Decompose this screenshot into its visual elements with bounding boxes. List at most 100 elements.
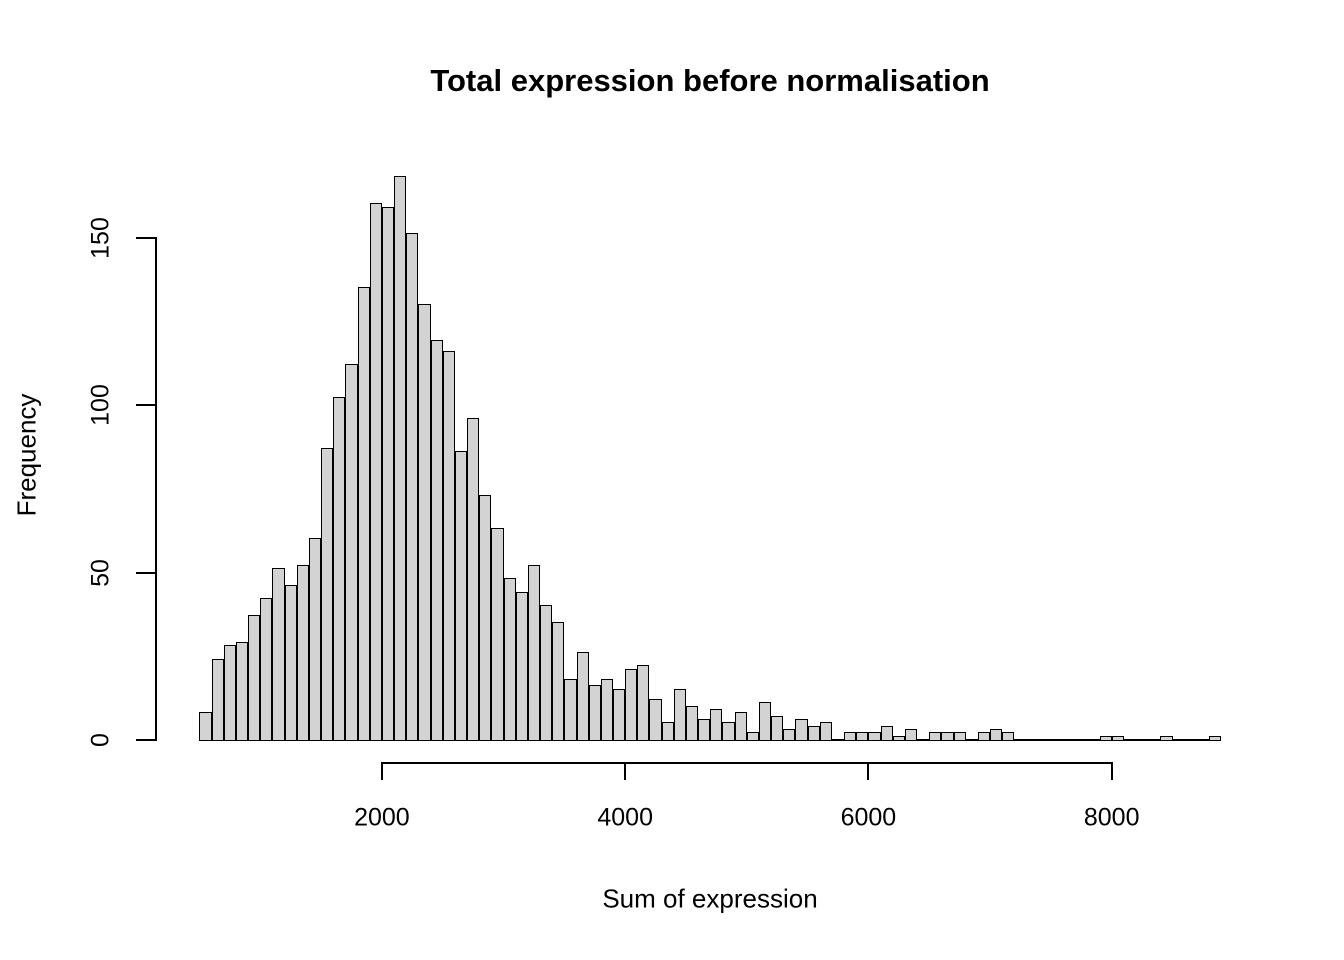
histogram-bar	[1160, 735, 1173, 741]
histogram-bar	[540, 605, 553, 741]
histogram-bar	[588, 685, 601, 741]
y-tick	[136, 571, 155, 574]
histogram-bar	[467, 417, 480, 741]
histogram-bar	[953, 732, 966, 741]
histogram-bar	[564, 678, 577, 741]
histogram-bar	[831, 739, 845, 741]
histogram-bar	[698, 718, 711, 741]
y-tick-label: 50	[86, 558, 115, 587]
histogram-bar	[1209, 735, 1222, 741]
histogram-bar	[333, 397, 346, 741]
histogram-bar	[369, 203, 382, 741]
histogram-bar	[941, 732, 954, 741]
x-tick	[624, 761, 627, 780]
histogram-bar	[856, 732, 869, 741]
histogram-bar	[844, 732, 857, 741]
histogram-bar	[357, 286, 370, 741]
histogram-bar	[746, 732, 759, 741]
histogram-bar	[1196, 739, 1209, 741]
x-axis-line	[380, 761, 1113, 764]
histogram-bar	[1123, 739, 1137, 741]
histogram-bar	[527, 564, 541, 741]
histogram-bar	[1148, 739, 1161, 741]
histogram-bar	[503, 578, 516, 741]
histogram-bar	[442, 350, 455, 741]
y-tick-label: 100	[86, 384, 115, 426]
y-axis-line	[155, 236, 157, 741]
histogram-bar	[272, 568, 285, 741]
x-tick	[867, 761, 870, 780]
histogram-bar	[625, 668, 638, 741]
x-tick-label: 2000	[354, 803, 410, 832]
histogram-bar	[345, 363, 358, 741]
histogram-bar	[892, 735, 905, 741]
histogram-bar	[1111, 735, 1124, 741]
histogram-bar	[613, 688, 626, 741]
histogram-bar	[223, 645, 236, 741]
histogram-bar	[685, 705, 699, 741]
x-tick-label: 4000	[597, 803, 653, 832]
histogram-bar	[1050, 739, 1064, 741]
histogram-bar	[771, 715, 784, 741]
y-tick-label: 0	[86, 733, 115, 747]
histogram-bar	[491, 528, 504, 741]
histogram-bar	[1136, 739, 1149, 741]
histogram-bar	[406, 233, 419, 741]
histogram-bar	[710, 708, 723, 741]
x-tick-label: 6000	[840, 803, 897, 832]
histogram-bar	[661, 722, 674, 741]
x-tick	[1110, 761, 1113, 780]
histogram-bar	[868, 732, 881, 741]
histogram-bar	[418, 303, 431, 741]
histogram-bar	[734, 712, 747, 741]
histogram-bar	[1172, 739, 1185, 741]
histogram-bar	[1075, 739, 1088, 741]
histogram-bar	[248, 615, 261, 741]
y-tick	[136, 404, 155, 407]
histogram-bar	[199, 712, 212, 741]
histogram-bar	[552, 621, 565, 741]
histogram-bar	[1099, 735, 1112, 741]
histogram-bar	[965, 739, 978, 741]
histogram-bar	[1087, 739, 1100, 741]
histogram-bar	[284, 584, 297, 741]
histogram-bar	[917, 739, 930, 741]
histogram-bar	[394, 176, 407, 741]
histogram-bar	[990, 728, 1003, 741]
histogram-bar	[637, 665, 650, 741]
x-tick-label: 8000	[1083, 803, 1140, 832]
histogram-bar	[649, 698, 662, 741]
histogram-bar	[321, 447, 334, 741]
histogram-bar	[211, 658, 224, 741]
y-tick	[136, 236, 155, 239]
y-axis-title: Frequency	[11, 393, 42, 517]
histogram-bar	[977, 732, 991, 741]
histogram-bar	[819, 722, 832, 741]
histogram-bar	[722, 722, 735, 741]
histogram-bar	[904, 728, 918, 741]
x-axis-title: Sum of expression	[602, 883, 818, 914]
chart-title: Total expression before normalisation	[430, 63, 990, 98]
histogram-bar	[1026, 739, 1039, 741]
histogram-bar	[758, 702, 772, 741]
histogram-bar	[1063, 739, 1076, 741]
histogram-bar	[807, 725, 820, 741]
histogram-bar	[576, 651, 589, 741]
histogram-bar	[1038, 739, 1051, 741]
y-tick-label: 150	[86, 216, 115, 259]
histogram-bar	[479, 494, 492, 741]
histogram-bar	[600, 678, 613, 741]
histogram-bar	[260, 598, 273, 741]
histogram-bar	[1014, 739, 1027, 741]
x-tick	[380, 761, 383, 780]
y-tick	[136, 739, 155, 741]
histogram-bar	[515, 591, 528, 741]
histogram-bar	[795, 718, 808, 741]
histogram-bar	[454, 450, 468, 741]
histogram-bar	[308, 538, 322, 741]
histogram-bar	[783, 728, 796, 741]
histogram-bar	[1002, 732, 1015, 741]
histogram-bar	[296, 564, 309, 741]
histogram-bar	[430, 340, 443, 741]
